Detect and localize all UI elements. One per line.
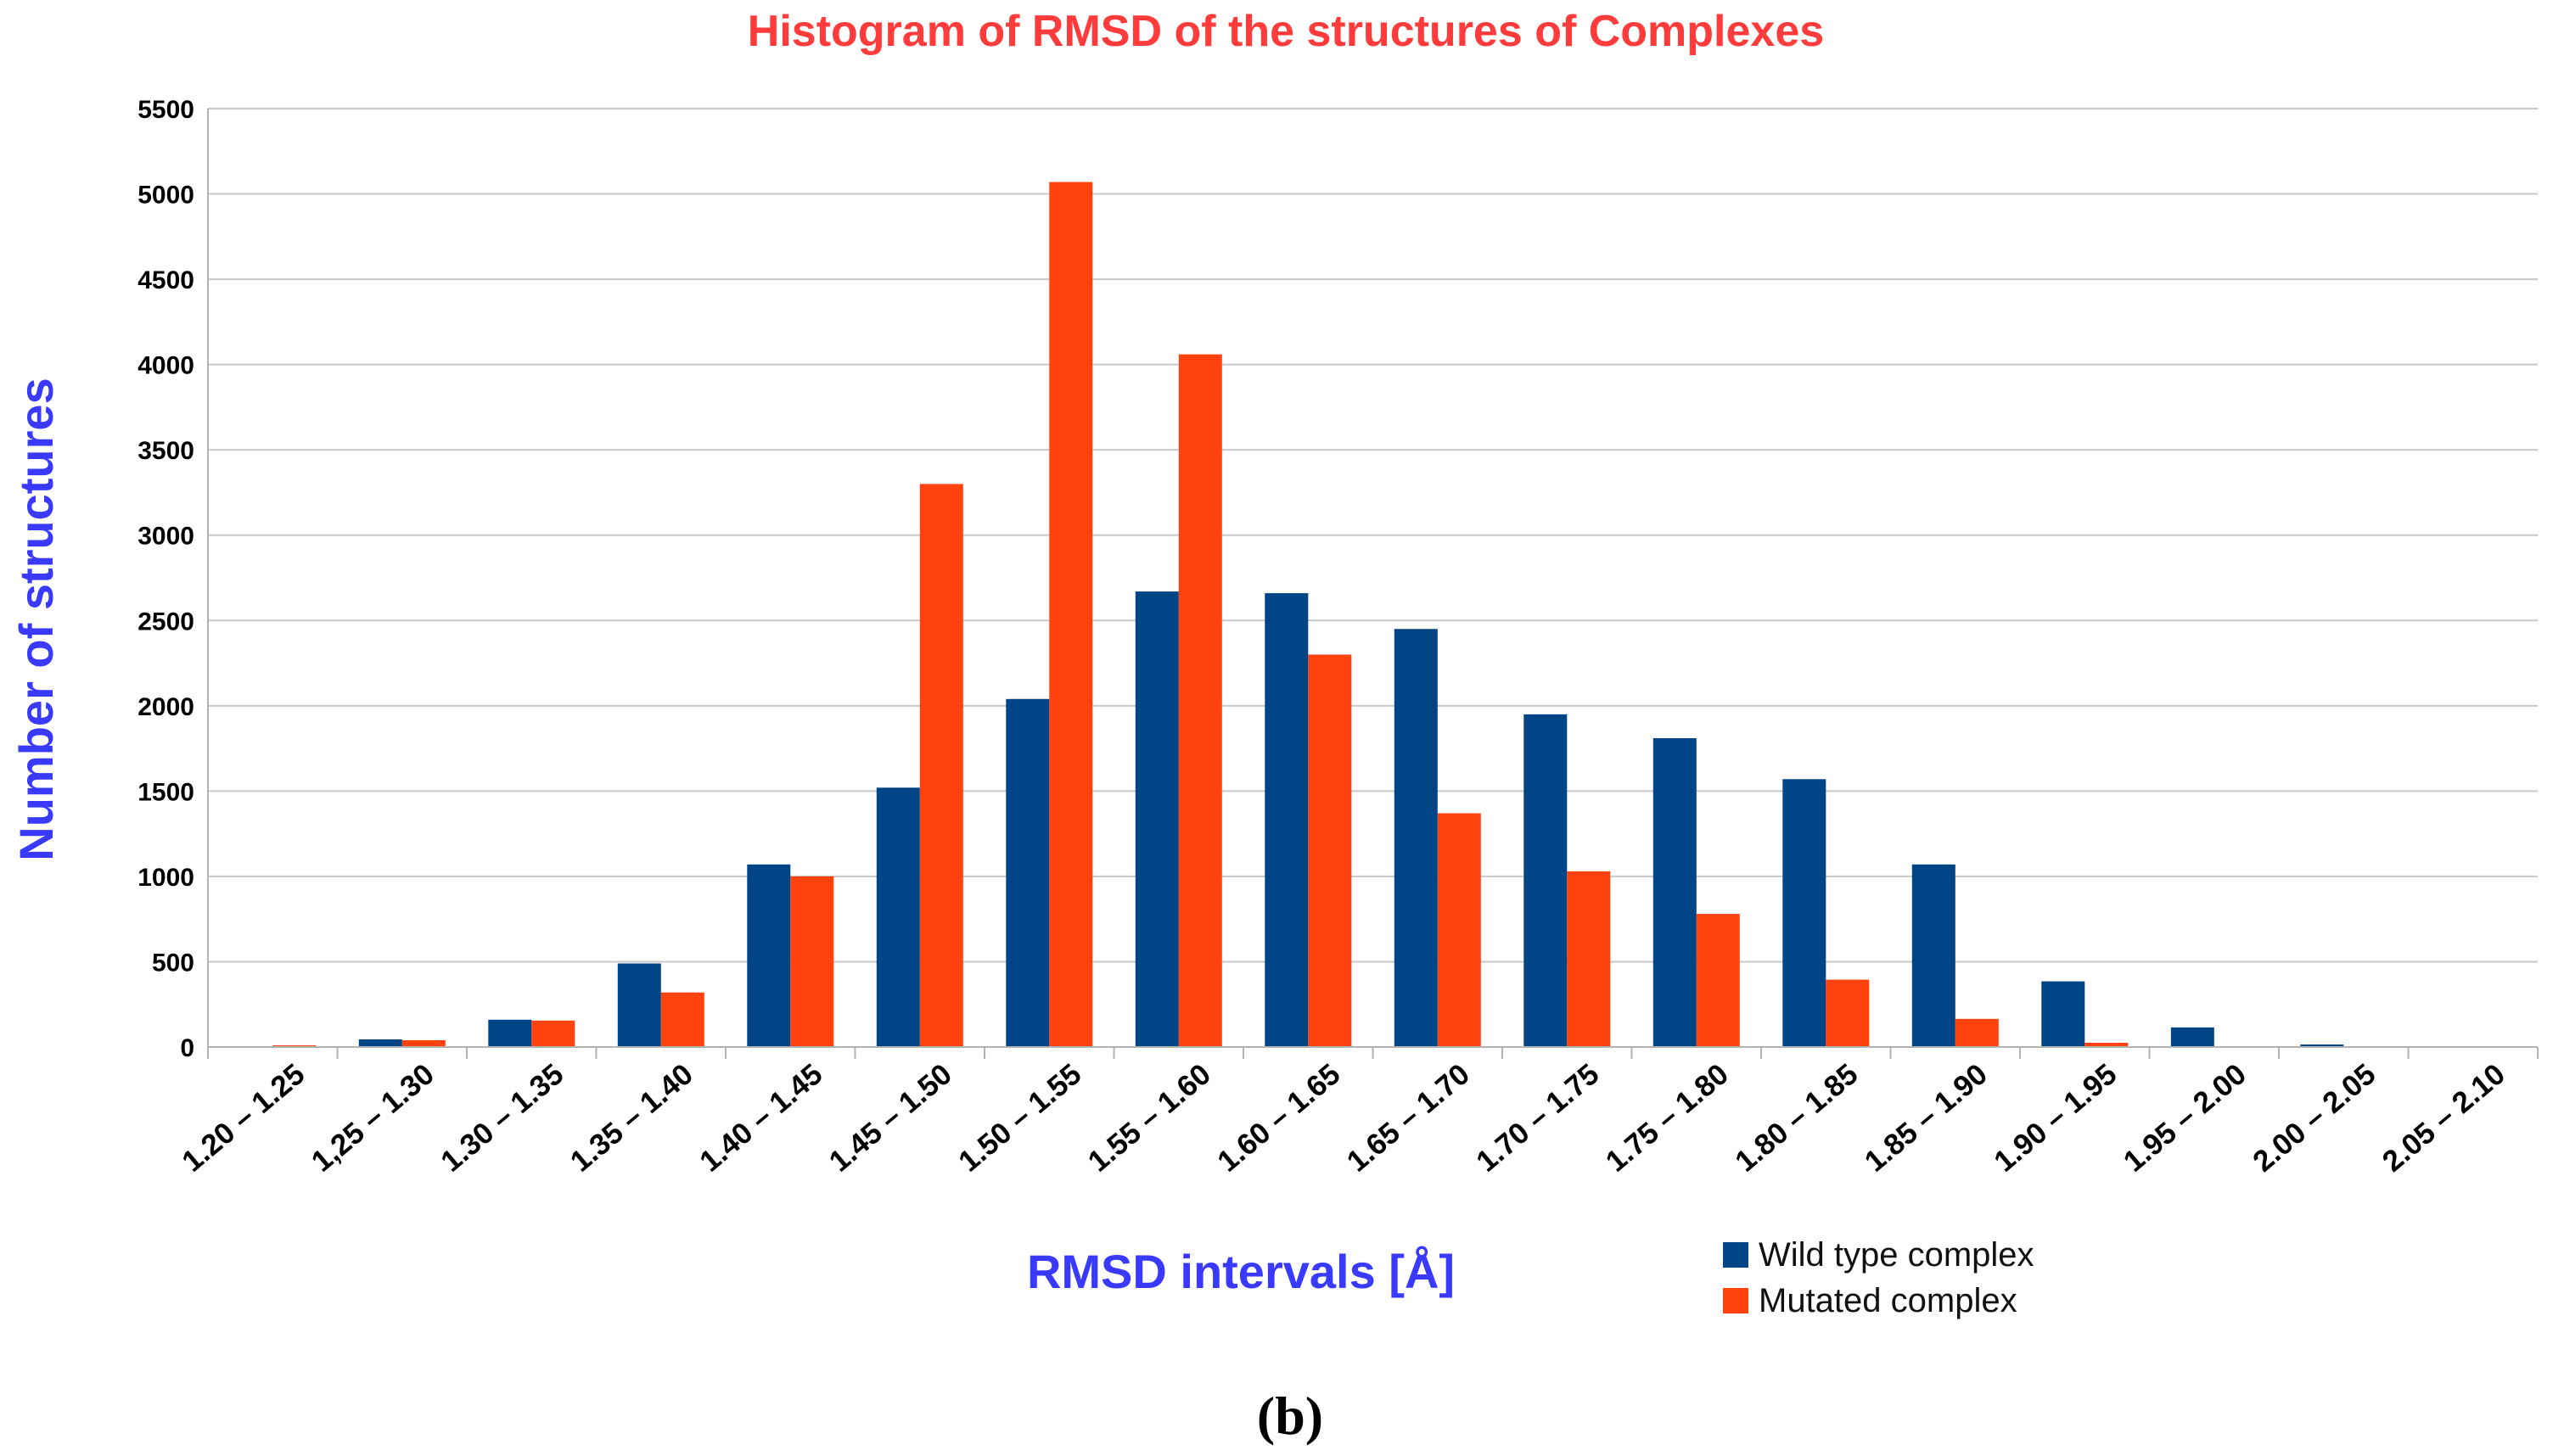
bar-wild-type [1265, 593, 1309, 1047]
y-tick-label: 4500 [137, 266, 194, 294]
bar-mutated [1308, 654, 1352, 1047]
bar-wild-type [1911, 864, 1955, 1047]
bar-wild-type [1652, 738, 1697, 1047]
bar-wild-type [2170, 1027, 2214, 1047]
x-tick-label: 1,25 – 1.30 [306, 1057, 440, 1178]
y-tick-label: 2500 [137, 608, 194, 636]
bar-wild-type [2300, 1044, 2344, 1047]
bar-mutated [1049, 182, 1093, 1047]
y-tick-labels: 0 500 1000 1500 2000 2500 3000 3500 4000 4500 5000… [137, 96, 194, 1062]
bar-mutated [2084, 1043, 2129, 1047]
y-tick-label: 1000 [137, 864, 194, 892]
bar-wild-type [747, 864, 791, 1047]
y-axis-title: Number of structures [9, 378, 63, 860]
y-tick-label: 3500 [137, 437, 194, 465]
chart-title: Histogram of RMSD of the structures of C… [748, 7, 1824, 56]
bar-mutated [660, 992, 704, 1047]
legend-label-wild-type: Wild type complex [1759, 1236, 2034, 1274]
bar-mutated [1567, 871, 1611, 1047]
bar-wild-type [488, 1019, 532, 1047]
x-tick-label: 1.60 – 1.65 [1211, 1057, 1346, 1178]
bar-wild-type [876, 787, 920, 1047]
y-tick-label: 2000 [137, 693, 194, 721]
x-tick-label: 1.20 – 1.25 [176, 1057, 311, 1178]
x-tick-label: 1.45 – 1.50 [823, 1057, 958, 1178]
legend-swatch-mutated [1723, 1288, 1748, 1313]
bar-wild-type [2041, 981, 2085, 1047]
bar-mutated [1437, 813, 1481, 1047]
y-tick-label: 5500 [137, 96, 194, 124]
x-tick-label: 2.00 – 2.05 [2247, 1057, 2382, 1178]
bar-wild-type [1006, 698, 1050, 1047]
bar-mutated [1955, 1018, 1999, 1047]
bar-wild-type [617, 963, 661, 1047]
bar-mutated [1696, 914, 1740, 1047]
x-tick-label: 1.40 – 1.45 [693, 1057, 828, 1178]
x-tick-label: 2.05 – 2.10 [2376, 1057, 2511, 1178]
x-tick-label: 1.95 – 2.00 [2118, 1057, 2253, 1178]
bar-mutated [531, 1020, 575, 1047]
bar-wild-type [1394, 629, 1438, 1047]
legend-swatch-wild-type [1723, 1242, 1748, 1268]
bar-mutated [919, 484, 963, 1047]
x-tick-labels: 1.20 – 1.251,25 – 1.301.30 – 1.351.35 – … [176, 1047, 2539, 1179]
legend-label-mutated: Mutated complex [1759, 1282, 2017, 1319]
x-axis-title: RMSD intervals [Å] [1027, 1245, 1455, 1298]
y-tick-label: 500 [152, 949, 194, 977]
x-tick-label: 1.85 – 1.90 [1859, 1057, 1994, 1178]
x-tick-label: 1.65 – 1.70 [1341, 1057, 1476, 1178]
bar-mutated [790, 876, 834, 1047]
x-tick-label: 1.70 – 1.75 [1470, 1057, 1605, 1178]
x-tick-label: 1.30 – 1.35 [435, 1057, 570, 1178]
y-tick-label: 0 [180, 1034, 194, 1062]
figure-caption: (b) [1257, 1386, 1323, 1446]
bar-mutated [1178, 354, 1222, 1048]
y-tick-label: 1500 [137, 778, 194, 806]
y-tick-label: 4000 [137, 352, 194, 380]
bar-mutated [1826, 979, 1870, 1047]
bar-mutated [401, 1040, 446, 1047]
x-tick-label: 1.50 – 1.55 [952, 1057, 1087, 1178]
x-tick-label: 1.75 – 1.80 [1600, 1057, 1735, 1178]
x-tick-label: 1.55 – 1.60 [1082, 1057, 1217, 1178]
x-tick-label: 1.90 – 1.95 [1988, 1057, 2123, 1178]
bar-wild-type [1523, 714, 1568, 1047]
bar-wild-type [1782, 779, 1826, 1047]
x-tick-label: 1.35 – 1.40 [564, 1057, 699, 1178]
bars [272, 182, 2344, 1048]
y-tick-label: 3000 [137, 523, 194, 551]
x-tick-label: 1.80 – 1.85 [1729, 1057, 1864, 1178]
legend: Wild type complex Mutated complex [1723, 1236, 2034, 1319]
y-tick-label: 5000 [137, 182, 194, 210]
gridlines [208, 108, 2538, 963]
bar-wild-type [358, 1039, 402, 1047]
bar-wild-type [1135, 591, 1179, 1047]
